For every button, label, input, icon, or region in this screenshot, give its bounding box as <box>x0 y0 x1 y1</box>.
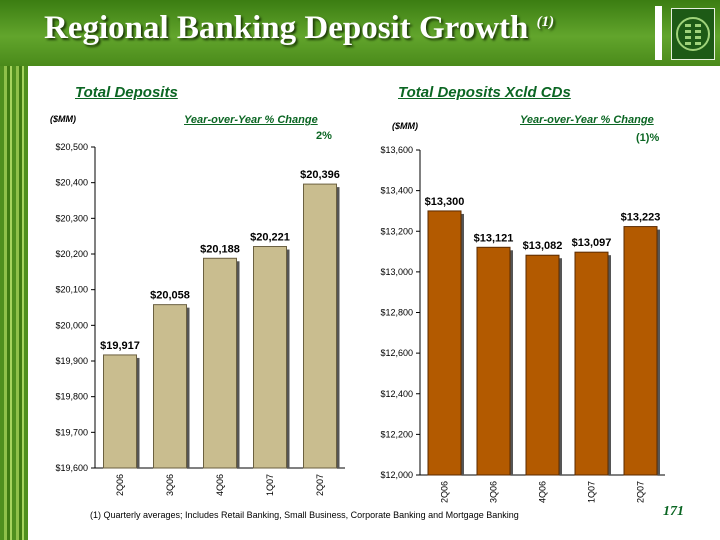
chart1-data-label: $20,058 <box>150 290 190 302</box>
chart2-x-tick-label: 2Q06 <box>440 481 450 503</box>
chart2-yoy-value: (1)% <box>636 132 660 144</box>
chart1-data-label: $19,917 <box>100 340 140 352</box>
bank-logo-icon <box>671 8 715 60</box>
chart1-y-tick-label: $19,900 <box>55 356 88 366</box>
chart1-bar <box>153 304 187 469</box>
footnote: (1) Quarterly averages; Includes Retail … <box>90 510 519 520</box>
chart1-x-tick-label: 1Q07 <box>265 474 275 496</box>
chart2-data-label: $13,223 <box>621 212 661 224</box>
chart2-y-tick-label: $12,200 <box>380 429 413 439</box>
chart1-x-tick-label: 2Q06 <box>115 474 125 496</box>
chart1-title: Total Deposits <box>75 84 178 101</box>
chart2-x-tick-label: 1Q07 <box>587 481 597 503</box>
chart2-y-tick-label: $12,600 <box>380 348 413 358</box>
chart2-unit-label: ($MM) <box>392 121 418 131</box>
slide-title: Regional Banking Deposit Growth (1) <box>44 10 554 47</box>
header-bar: Regional Banking Deposit Growth (1) <box>0 0 720 66</box>
chart2-data-label: $13,082 <box>523 240 563 252</box>
logo-divider <box>655 6 662 60</box>
chart1-y-tick-label: $20,400 <box>55 178 88 188</box>
chart2-bar <box>476 246 511 476</box>
chart1-bar <box>203 257 237 469</box>
chart1-unit-label: ($MM) <box>50 114 76 124</box>
chart1-y-tick-label: $19,700 <box>55 427 88 437</box>
chart1-yoy-label: Year-over-Year % Change <box>184 114 318 126</box>
chart2-title: Total Deposits Xcld CDs <box>398 84 571 101</box>
chart1-data-label: $20,396 <box>300 169 340 181</box>
chart2-bar <box>623 226 658 476</box>
chart2-y-tick-label: $12,400 <box>380 389 413 399</box>
chart2-y-tick-label: $13,400 <box>380 186 413 196</box>
chart1-bar <box>103 354 137 469</box>
chart2-yoy-label: Year-over-Year % Change <box>520 114 654 126</box>
chart1-x-tick-label: 2Q07 <box>315 474 325 496</box>
chart1-y-tick-label: $20,300 <box>55 213 88 223</box>
chart2-data-label: $13,300 <box>425 196 465 208</box>
chart1-data-label: $20,188 <box>200 243 240 255</box>
chart2-y-tick-label: $12,800 <box>380 308 413 318</box>
chart1-y-tick-label: $20,200 <box>55 249 88 259</box>
chart2-data-label: $13,121 <box>474 232 514 244</box>
chart2-x-tick-label: 4Q06 <box>538 481 548 503</box>
chart2-data-label: $13,097 <box>572 237 612 249</box>
title-footnote-ref: (1) <box>536 14 555 30</box>
chart2-bar <box>427 210 462 476</box>
chart1-x-tick-label: 4Q06 <box>215 474 225 496</box>
chart2-x-tick-label: 3Q06 <box>489 481 499 503</box>
slide-title-text: Regional Banking Deposit Growth <box>44 10 529 46</box>
chart2-y-tick-label: $13,200 <box>380 226 413 236</box>
chart2-bar <box>574 251 609 476</box>
chart2-y-tick-label: $13,600 <box>380 145 413 155</box>
left-decorative-stripes <box>0 0 28 540</box>
chart1-x-tick-label: 3Q06 <box>165 474 175 496</box>
chart1-y-tick-label: $19,800 <box>55 392 88 402</box>
chart2-x-tick-label: 2Q07 <box>636 481 646 503</box>
chart1-y-tick-label: $20,500 <box>55 142 88 152</box>
chart1-bar <box>303 183 337 469</box>
chart2-y-tick-label: $13,000 <box>380 267 413 277</box>
chart1-y-tick-label: $19,600 <box>55 463 88 473</box>
chart2-y-tick-label: $12,000 <box>380 470 413 480</box>
chart1-yoy-value: 2% <box>316 130 332 142</box>
chart1-data-label: $20,221 <box>250 232 290 244</box>
page-number: 171 <box>663 504 684 519</box>
chart1-bar <box>253 246 287 469</box>
chart1-y-tick-label: $20,000 <box>55 320 88 330</box>
chart1-y-tick-label: $20,100 <box>55 285 88 295</box>
chart2-bar <box>525 254 560 476</box>
